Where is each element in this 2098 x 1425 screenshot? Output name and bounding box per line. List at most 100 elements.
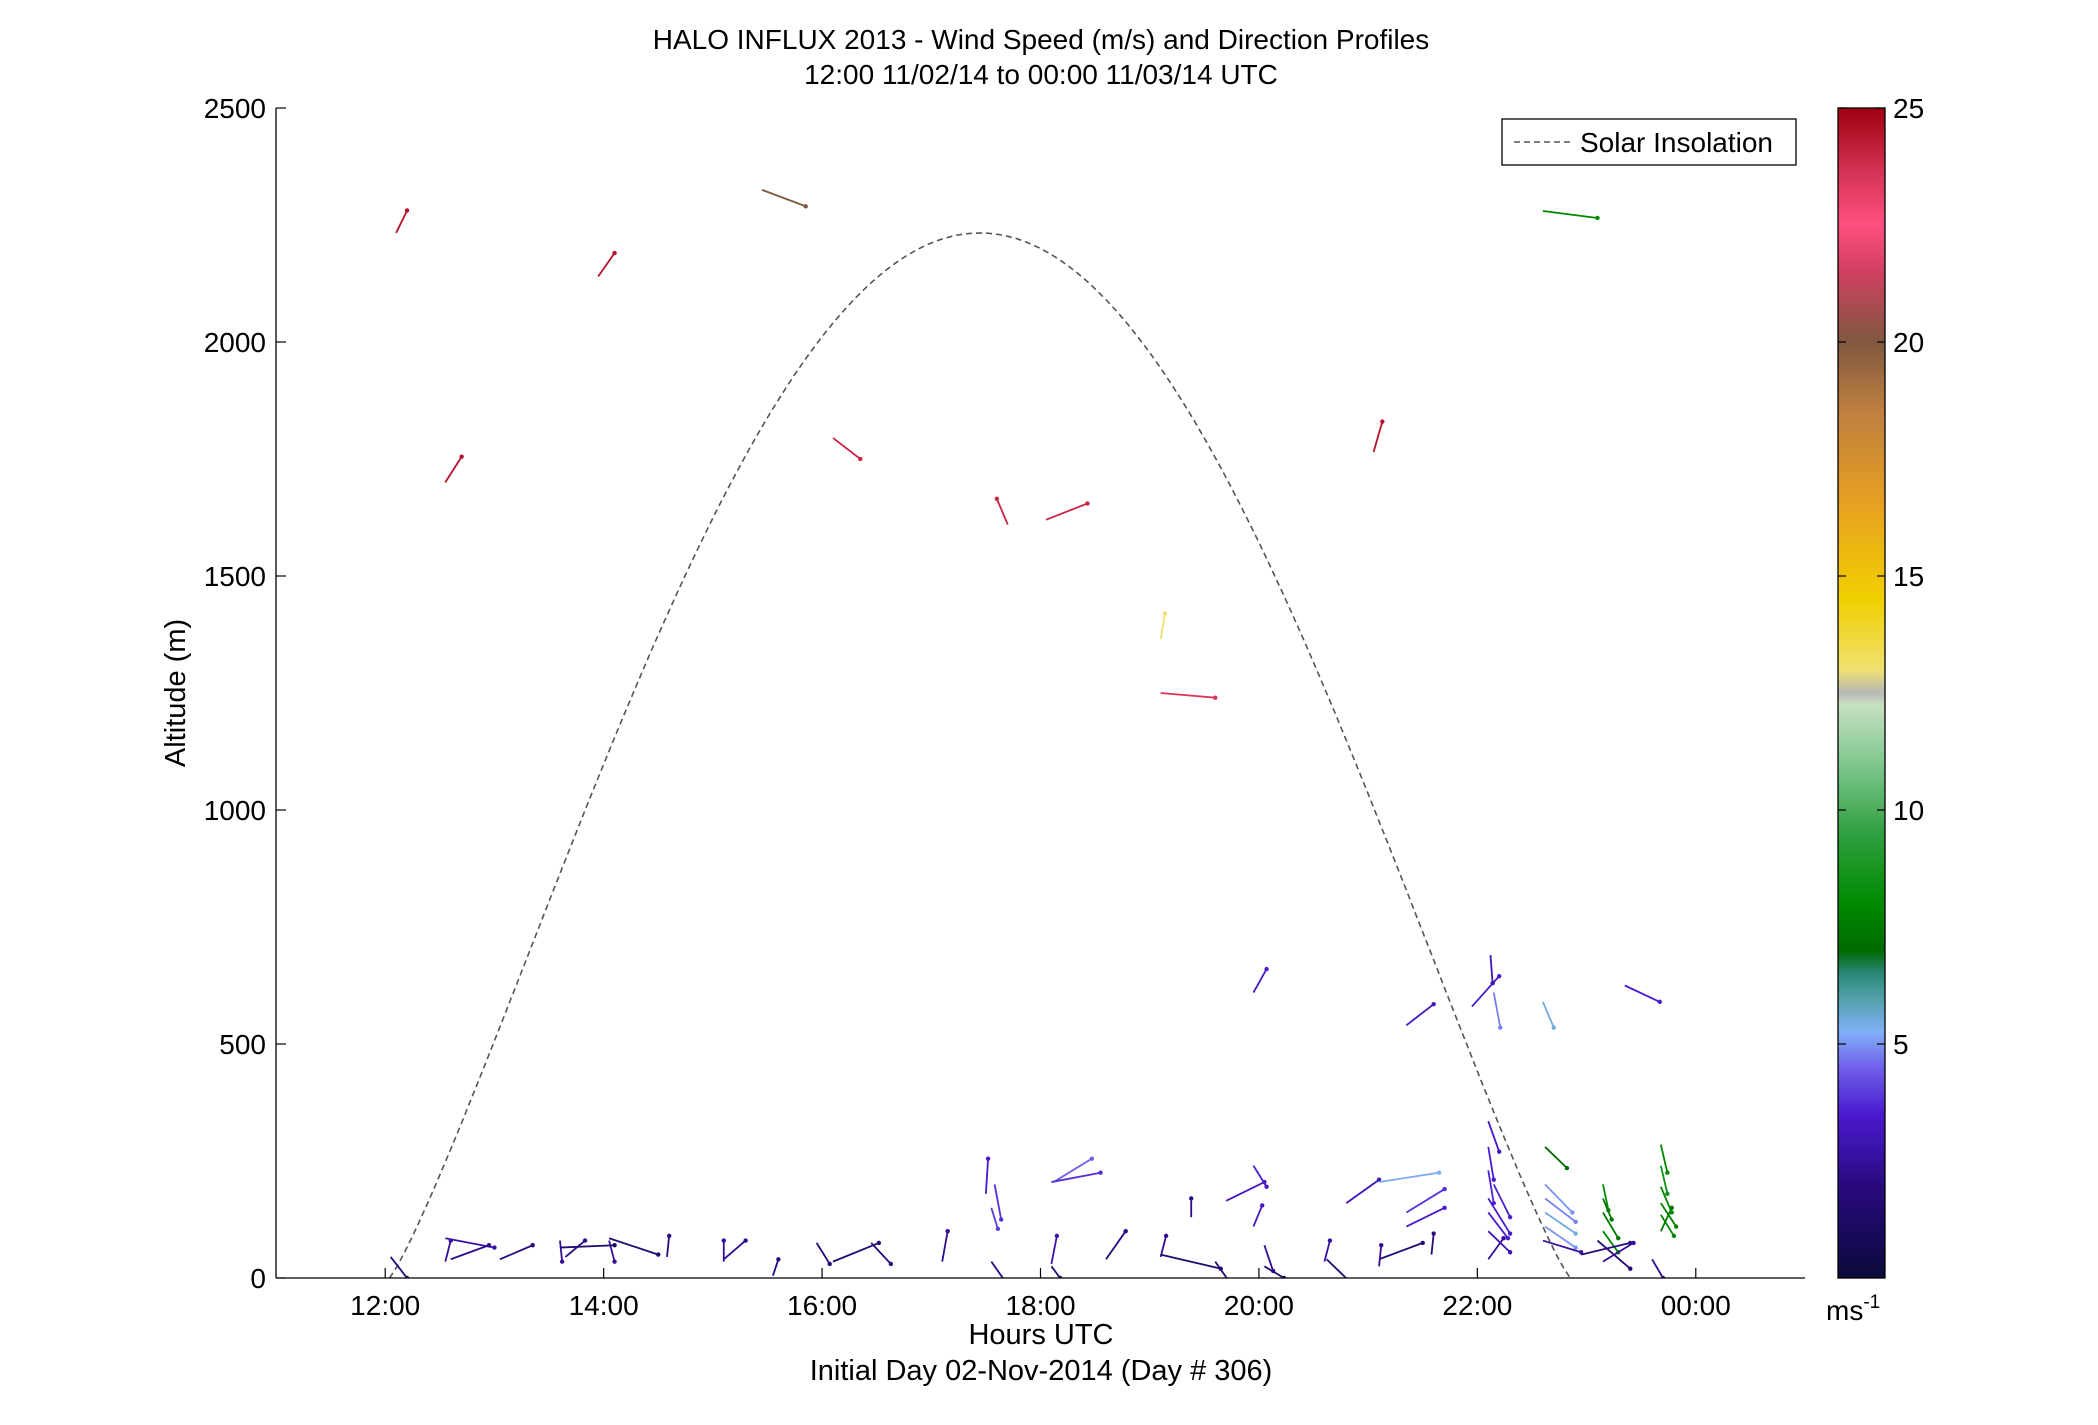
wind-vector-head xyxy=(1507,1250,1513,1255)
y-ticks: 0 500 1000 1500 2000 2500 xyxy=(204,93,286,1294)
wind-vector xyxy=(1252,1205,1264,1227)
wind-vector xyxy=(1405,1003,1435,1026)
chart-title: HALO INFLUX 2013 - Wind Speed (m/s) and … xyxy=(653,24,1430,55)
wind-vector-head xyxy=(827,1261,832,1267)
wind-vector xyxy=(1323,1240,1331,1262)
wind-vector-head xyxy=(1573,1219,1578,1225)
wind-vector xyxy=(1252,1165,1268,1188)
wind-vector-head xyxy=(1380,419,1385,424)
wind-vector-head xyxy=(1507,1214,1513,1220)
wind-vector-head xyxy=(1431,1002,1436,1007)
colorbar-unit: ms-1 xyxy=(1826,1292,1880,1326)
wind-vector xyxy=(1487,1211,1509,1239)
wind-vector xyxy=(1602,1184,1610,1211)
wind-vector-head xyxy=(1573,1231,1578,1236)
wind-vector-head xyxy=(404,208,410,213)
wind-vector xyxy=(1159,613,1166,640)
wind-vector xyxy=(761,189,807,208)
wind-vector xyxy=(1602,1242,1635,1263)
wind-vector xyxy=(941,1231,949,1262)
wind-vector-head xyxy=(1609,1217,1614,1222)
wind-vector xyxy=(1051,1171,1101,1183)
colorbar-tick-label: 20 xyxy=(1893,327,1924,358)
wind-vector-head xyxy=(858,456,863,462)
legend-box xyxy=(1501,118,1797,166)
wind-vector-head xyxy=(743,1238,748,1243)
wind-vector-head xyxy=(1491,1177,1496,1182)
solar-insolation-layer xyxy=(388,232,1571,1278)
wind-vector xyxy=(1544,1146,1568,1169)
wind-vector xyxy=(1660,1214,1675,1237)
x-tick-label: 12:00 xyxy=(350,1290,420,1321)
wind-vector-head xyxy=(1431,1231,1436,1236)
wind-vector xyxy=(1045,502,1088,521)
wind-vector-head xyxy=(1442,1186,1447,1192)
colorbar-tick-label: 10 xyxy=(1893,795,1924,826)
wind-vector xyxy=(1602,1198,1613,1220)
wind-vector xyxy=(1602,1212,1620,1239)
legend: Solar Insolation xyxy=(1501,118,1797,166)
wind-vector-layer xyxy=(389,189,1679,1282)
wind-vector xyxy=(1252,968,1268,993)
wind-vector-head xyxy=(1665,1191,1670,1196)
colorbar-tick-label: 25 xyxy=(1893,93,1924,124)
wind-vector-head xyxy=(492,1245,497,1250)
wind-vector xyxy=(1159,1235,1167,1258)
wind-vector xyxy=(1487,1146,1495,1180)
wind-vector-head xyxy=(1505,1236,1511,1241)
y-tick-label: 2500 xyxy=(204,93,266,124)
wind-vector xyxy=(1378,1171,1440,1183)
x-tick-label: 16:00 xyxy=(787,1290,857,1321)
wind-vector-head xyxy=(1498,1025,1503,1030)
wind-vector xyxy=(1345,1178,1380,1204)
wind-vector xyxy=(1487,1237,1505,1260)
wind-vector-head xyxy=(1226,1278,1230,1282)
wind-vector xyxy=(995,498,1009,525)
wind-vector-head xyxy=(1669,1205,1674,1211)
wind-vector-head xyxy=(1264,966,1269,972)
wind-vector-head xyxy=(803,204,808,209)
wind-vector-head xyxy=(1497,1149,1502,1154)
colorbar: 5 10 15 20 25 ms-1 xyxy=(1826,93,1924,1326)
wind-vector-head xyxy=(559,1259,565,1264)
wind-vector xyxy=(1487,1230,1511,1253)
wind-vector xyxy=(1544,1197,1577,1223)
wind-vector-head xyxy=(1162,611,1168,616)
wind-vector xyxy=(1659,1165,1669,1194)
x-axis-label: Hours UTC xyxy=(968,1319,1113,1351)
wind-vector xyxy=(1544,1211,1577,1235)
wind-vector xyxy=(772,1258,780,1276)
wind-vector-head xyxy=(1089,1156,1095,1161)
wind-vector-head xyxy=(1327,1238,1333,1243)
colorbar-tick-label: 5 xyxy=(1893,1029,1909,1060)
wind-vector xyxy=(608,1240,616,1262)
wind-vector xyxy=(1378,1242,1424,1261)
wind-vector xyxy=(1225,1181,1265,1202)
wind-vector-head xyxy=(945,1229,950,1234)
wind-vector xyxy=(870,1242,892,1265)
wind-vector-head xyxy=(1671,1233,1677,1239)
wind-vector xyxy=(1487,1170,1495,1204)
wind-vector-head xyxy=(1213,695,1218,700)
wind-vector xyxy=(993,1184,1003,1220)
wind-vector xyxy=(597,252,616,277)
wind-vector xyxy=(815,1242,831,1265)
wind-vector-head xyxy=(998,1217,1004,1222)
wind-vector-head xyxy=(1085,501,1090,506)
wind-vector xyxy=(1602,1230,1619,1253)
wind-vector xyxy=(559,1244,615,1249)
wind-vector xyxy=(1471,975,1500,1008)
wind-vector-head xyxy=(1570,1210,1575,1215)
wind-vector xyxy=(1263,1244,1274,1272)
wind-vector-head xyxy=(776,1257,781,1262)
x-axis-sublabel: Initial Day 02-Nov-2014 (Day # 306) xyxy=(810,1355,1273,1387)
wind-vector-head xyxy=(1616,1236,1621,1241)
colorbar-unit-base: ms xyxy=(1826,1295,1863,1326)
y-tick-label: 2000 xyxy=(204,327,266,358)
wind-vector xyxy=(1430,1233,1435,1255)
y-tick-label: 0 xyxy=(250,1263,266,1294)
wind-vector xyxy=(1378,1245,1383,1267)
wind-vector xyxy=(832,1242,880,1263)
wind-vector-head xyxy=(1264,1184,1269,1189)
wind-vector xyxy=(389,1256,408,1278)
